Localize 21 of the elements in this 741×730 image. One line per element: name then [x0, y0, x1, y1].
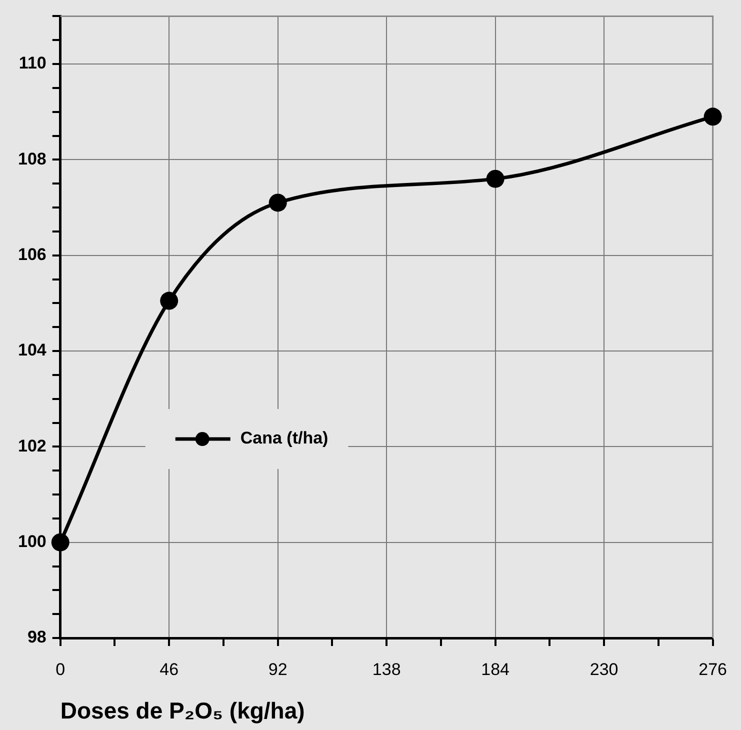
point	[268, 194, 287, 212]
x-tick-label: 46	[160, 660, 179, 679]
x-tick-label: 0	[56, 660, 66, 679]
point	[704, 108, 722, 126]
x-tick-label: 230	[590, 660, 618, 679]
y-tick-label: 104	[18, 340, 47, 360]
y-tick-label: 98	[27, 628, 46, 647]
x-tick-label: 184	[481, 660, 510, 679]
y-tick-label: 100	[18, 532, 46, 552]
x-tick-label: 92	[268, 660, 288, 679]
y-tick-label: 102	[18, 436, 46, 456]
point	[51, 533, 70, 552]
x-tick-label: 276	[698, 660, 728, 679]
y-tick-label: 108	[18, 149, 46, 168]
point	[486, 170, 504, 188]
legend-label: Cana (t/ha)	[240, 428, 328, 448]
x-axis-title: Doses de P₂O₅ (kg/ha)	[60, 698, 305, 724]
y-tick-label: 106	[18, 245, 46, 264]
y-tick-label: 110	[18, 54, 46, 73]
x-tick-label: 138	[372, 660, 401, 679]
point	[160, 292, 178, 310]
